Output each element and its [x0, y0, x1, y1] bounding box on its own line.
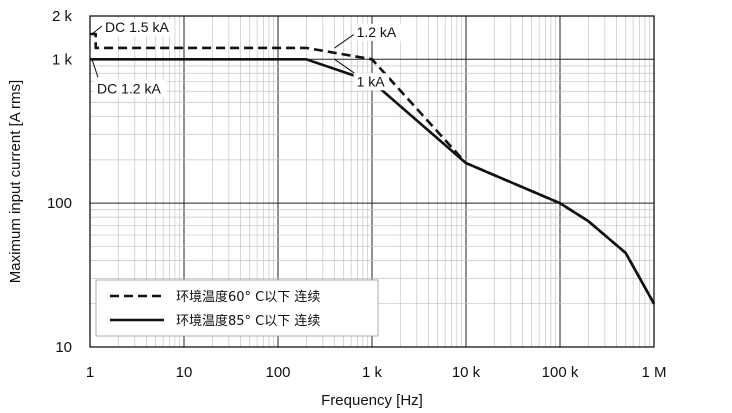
annotation-leader: [334, 33, 355, 49]
y-tick-label: 1 k: [52, 51, 73, 68]
x-tick-label: 100 k: [542, 364, 579, 381]
legend-label: 环境温度85° C以下 连续: [176, 313, 320, 329]
x-tick-label: 10: [176, 364, 193, 381]
annotation-label: DC 1.5 kA: [105, 19, 169, 35]
annotation-bg: [101, 18, 175, 36]
x-tick-label: 1: [86, 364, 94, 381]
annotation: DC 1.2 kA: [91, 59, 167, 98]
annotation-leader: [91, 25, 103, 35]
annotation: DC 1.5 kA: [91, 18, 175, 36]
annotation-bg: [353, 73, 390, 91]
annotations: DC 1.5 kA 1.2 kA 1 kA DC 1.2 kA: [91, 18, 404, 98]
x-tick-label: 100: [265, 364, 290, 381]
x-axis-label: Frequency [Hz]: [321, 392, 423, 409]
annotation: 1.2 kA: [334, 23, 404, 49]
y-tick-label: 2 k: [52, 8, 73, 25]
x-tick-label: 1 M: [641, 364, 666, 381]
annotation-label: 1 kA: [357, 73, 386, 89]
plot-frame: [89, 15, 655, 348]
y-tick-labels: 10 100 1 k 2 k: [47, 8, 73, 356]
y-tick-label: 10: [55, 339, 72, 356]
legend-label: 环境温度60° C以下 连续: [176, 289, 320, 305]
legend: [95, 279, 379, 337]
series-line-2: [90, 57, 656, 305]
annotation: 1 kA: [334, 58, 390, 91]
y-tick-label: 100: [47, 195, 72, 212]
y-axis-label: Maximum input current [A rms]: [7, 80, 24, 283]
annotation-leader: [91, 59, 99, 78]
x-tick-label: 1 k: [362, 364, 383, 381]
annotation-bg: [353, 23, 404, 41]
series-line-1: [90, 32, 656, 305]
x-tick-labels: 1 10 100 1 k 10 k 100 k 1 M: [86, 364, 667, 381]
x-tick-label: 10 k: [452, 364, 481, 381]
annotation-bg: [93, 80, 167, 98]
annotation-label: DC 1.2 kA: [97, 80, 161, 96]
annotation-label: 1.2 kA: [357, 24, 397, 40]
series-lines: [90, 32, 656, 305]
annotation-leader: [334, 58, 355, 74]
